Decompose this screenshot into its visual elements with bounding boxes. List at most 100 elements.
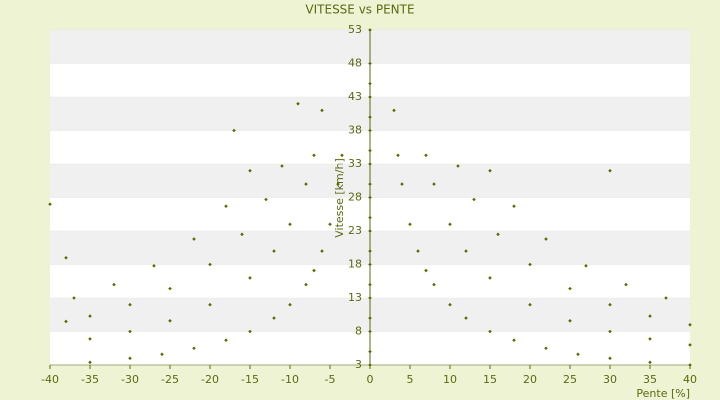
point [312,268,316,273]
point [472,197,476,202]
y-tick-label: 43 [348,90,362,103]
x-tick-label: -5 [325,373,336,386]
y-tick-label: 13 [348,291,362,304]
point [528,262,532,267]
point [368,215,372,220]
point [168,318,172,323]
point [248,168,252,173]
point [368,316,372,320]
point [368,61,372,66]
x-tick-label: 5 [407,373,414,386]
point [224,204,228,209]
x-tick-label: 25 [563,373,577,386]
point [368,162,372,166]
point [528,302,532,307]
x-tick-label: -15 [241,373,259,386]
y-tick-label: 3 [355,358,362,371]
y-tick-label: 53 [348,23,362,36]
x-tick-label: 0 [367,373,374,386]
point [488,329,492,334]
point [648,360,652,365]
point [128,329,132,334]
point [264,197,268,202]
point [128,356,132,361]
point [424,153,428,158]
point [408,222,412,227]
point [64,256,68,260]
point [396,153,400,158]
point [584,264,588,268]
point [568,286,572,291]
point [432,282,436,287]
point [464,249,468,253]
point [304,282,308,287]
point [248,276,252,280]
x-tick-label: -25 [161,373,179,386]
point [368,363,372,367]
point [304,182,308,186]
point [496,232,500,237]
x-tick-label: 10 [443,373,457,386]
point [368,115,372,119]
point [224,338,228,343]
point [368,249,372,253]
point [288,302,292,307]
point [368,282,372,287]
point [368,349,372,354]
x-tick-label: -20 [201,373,219,386]
point [512,204,516,209]
point [688,343,692,347]
point [288,222,292,227]
point [88,360,92,365]
point [416,249,420,253]
point [368,195,372,200]
x-tick-label: 30 [603,373,617,386]
point [72,296,76,300]
point [240,232,244,237]
point [340,153,344,158]
point [272,316,276,320]
point [208,302,212,307]
point [312,153,316,158]
point [296,101,300,106]
point [208,262,212,267]
x-tick-label: -35 [81,373,99,386]
point [544,237,548,241]
x-axis-title: Pente [%] [636,387,690,400]
point [368,182,372,186]
point [512,338,516,343]
chart-title: VITESSE vs PENTE [305,3,414,17]
point [608,356,612,361]
x-tick-label: 40 [683,373,697,386]
y-tick-label: 28 [348,191,362,204]
point [168,286,172,291]
point [368,28,372,32]
point [368,148,372,153]
y-axis-title: Vitesse [km/h] [333,158,346,238]
point [160,352,164,357]
point [128,302,132,307]
point [448,222,452,227]
y-tick-label: 8 [355,325,362,338]
point [488,276,492,280]
point [608,302,612,307]
point [648,337,652,341]
point [192,237,196,241]
point [64,319,68,324]
point [488,168,492,173]
y-tick-label: 23 [348,224,362,237]
point [688,323,692,327]
x-tick-label: -30 [121,373,139,386]
point [392,108,396,113]
point [368,81,372,86]
point [664,296,668,300]
point [432,182,436,186]
x-tick-label: 20 [523,373,537,386]
point [368,296,372,300]
point [112,282,116,287]
point [88,337,92,341]
point [448,302,452,307]
y-tick-label: 48 [348,57,362,70]
point [608,168,612,173]
point [88,314,92,318]
